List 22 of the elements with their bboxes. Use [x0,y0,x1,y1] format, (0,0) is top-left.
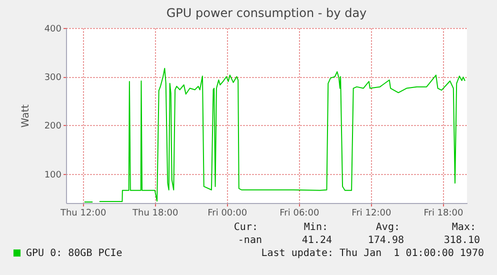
legend-label: GPU 0: 80GB PCIe [26,248,122,259]
text: Last update: Thu Jan 1 01:00:00 1970 [261,248,484,259]
x-tick-label: Thu 18:00 [131,208,178,218]
text: Cur: [234,222,258,233]
y-axis-title: Watt [20,104,32,128]
x-tick-label: Thu 12:00 [59,208,106,218]
x-tick-label: Fri 06:00 [280,208,320,218]
x-tick-label: Fri 12:00 [352,208,392,218]
y-tick-label: 200 [44,122,62,132]
text: 174.98 [368,235,404,246]
x-tick-label: Fri 00:00 [208,208,248,218]
text: Max: [452,222,476,233]
x-tick-label: Fri 18:00 [424,208,464,218]
text: Min: [304,222,328,233]
y-tick-label: 100 [44,170,62,180]
chart-title: GPU power consumption - by day [166,6,367,20]
text: -nan [238,235,262,246]
text: 41.24 [302,235,332,246]
text: Avg: [376,222,400,233]
text: 318.10 [444,235,480,246]
y-tick-label: 400 [44,24,62,34]
y-tick-label: 300 [44,73,62,84]
